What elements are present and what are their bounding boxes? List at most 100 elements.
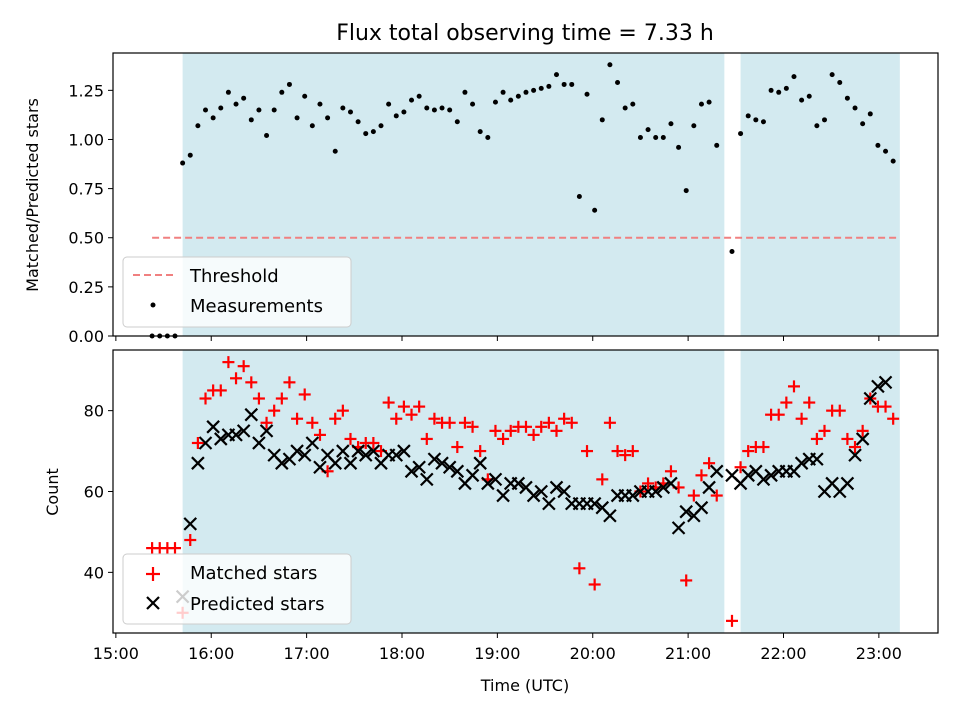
x-b — [412, 460, 426, 475]
measurement-point — [691, 123, 697, 129]
predicted-star-point — [557, 484, 571, 499]
predicted-star-point — [810, 452, 824, 466]
matched-star-point — [344, 432, 357, 445]
legend-predicted-label: Predicted stars — [190, 594, 324, 615]
predicted-star-point — [488, 472, 503, 487]
measurement-point — [683, 188, 689, 194]
legend-measurements-label: Measurements — [190, 296, 323, 317]
matched-star-point — [214, 384, 227, 397]
x-b — [183, 517, 198, 531]
x-b — [336, 444, 350, 458]
top-y-axis-label: Matched/Predicted stars — [23, 98, 42, 292]
x-b — [878, 375, 893, 390]
x-b — [229, 428, 243, 442]
matched-star-point — [298, 388, 311, 401]
x-b — [694, 500, 709, 515]
matched-star-point — [795, 412, 808, 425]
matched-star-point — [413, 400, 426, 413]
x-b — [389, 448, 404, 462]
measurement-point — [753, 117, 759, 123]
measurement-point — [883, 148, 889, 154]
matched-star-point — [596, 473, 609, 486]
predicted-star-point — [290, 444, 304, 458]
y-tick-label: 1.25 — [68, 81, 104, 100]
measurement-point — [180, 160, 186, 166]
legend-matched-label: Matched stars — [190, 563, 317, 584]
measurement-point — [248, 117, 254, 123]
x-tick-label: 15:00 — [93, 644, 139, 663]
measurement-point — [768, 87, 774, 93]
x-b — [764, 468, 778, 483]
predicted-star-point — [297, 448, 312, 462]
y-tick-label: 1.00 — [68, 130, 104, 149]
top-panel: 0.00 0.25 0.50 0.75 1.00 1.25 Matched/Predict… — [23, 52, 939, 346]
measurement-point — [424, 105, 430, 111]
predicted-star-point — [305, 436, 320, 450]
matched-star-point — [237, 360, 250, 373]
measurement-point — [256, 107, 262, 113]
measurement-point — [523, 89, 529, 95]
x-b — [664, 476, 678, 491]
matched-star-point — [336, 404, 349, 417]
predicted-star-point — [404, 464, 419, 479]
measurement-point — [317, 101, 323, 107]
predicted-star-point — [679, 504, 693, 519]
predicted-stars-points — [175, 375, 893, 604]
predicted-star-point — [871, 379, 885, 394]
matched-star-point — [703, 457, 716, 470]
x-b — [442, 460, 457, 475]
bottom-legend: Matched stars Predicted stars — [122, 553, 352, 625]
matched-star-point — [565, 416, 578, 429]
measurement-point — [592, 207, 598, 213]
predicted-star-point — [848, 448, 862, 462]
matched-star-point — [687, 489, 700, 502]
matched-star-point — [191, 436, 204, 449]
predicted-star-point — [442, 460, 457, 475]
measurement-point — [363, 131, 369, 137]
legend-threshold-label: Threshold — [189, 266, 279, 287]
measurement-point — [714, 142, 720, 148]
matched-star-point — [841, 432, 854, 445]
measurement-point — [760, 119, 766, 125]
x-b — [542, 496, 556, 511]
legend-matched-swatch — [146, 567, 160, 581]
matched-star-point — [810, 432, 823, 445]
x-b — [435, 456, 449, 470]
measurement-point — [698, 101, 704, 107]
measurement-point — [439, 105, 445, 111]
predicted-star-point — [671, 521, 686, 535]
predicted-star-point — [351, 444, 365, 458]
matched-star-point — [772, 408, 785, 421]
measurement-point — [569, 81, 575, 87]
measurement-point — [814, 123, 820, 129]
top-legend: Threshold Measurements — [122, 256, 352, 328]
x-b — [557, 484, 571, 499]
matched-star-point — [489, 424, 502, 437]
matched-star-point — [329, 412, 342, 425]
x-b — [290, 444, 304, 458]
predicted-star-point — [542, 496, 556, 511]
matched-star-point — [222, 356, 235, 369]
top-axes-frame — [112, 52, 939, 337]
measurement-point — [485, 135, 491, 141]
predicted-star-point — [741, 468, 755, 483]
x-b — [404, 464, 419, 479]
predicted-star-point — [397, 444, 411, 458]
bottom-x-axis-ticks: 15:00 16:00 17:00 18:00 19:00 20:00 21:00 22:00… — [93, 633, 902, 663]
x-b — [198, 436, 213, 450]
x-tick-label: 19:00 — [474, 644, 520, 663]
x-b — [244, 407, 259, 422]
measurement-point — [401, 109, 407, 115]
predicted-star-point — [626, 488, 640, 503]
predicted-star-point — [840, 476, 855, 491]
predicted-star-point — [549, 480, 564, 495]
predicted-star-point — [656, 480, 671, 495]
measurement-point — [538, 85, 544, 91]
matched-star-point — [787, 380, 800, 393]
x-tick-label: 21:00 — [665, 644, 711, 663]
x-b — [252, 436, 266, 450]
x-b — [328, 456, 343, 470]
x-b — [236, 424, 251, 438]
predicted-star-point — [794, 456, 809, 470]
measurement-point — [637, 135, 643, 141]
